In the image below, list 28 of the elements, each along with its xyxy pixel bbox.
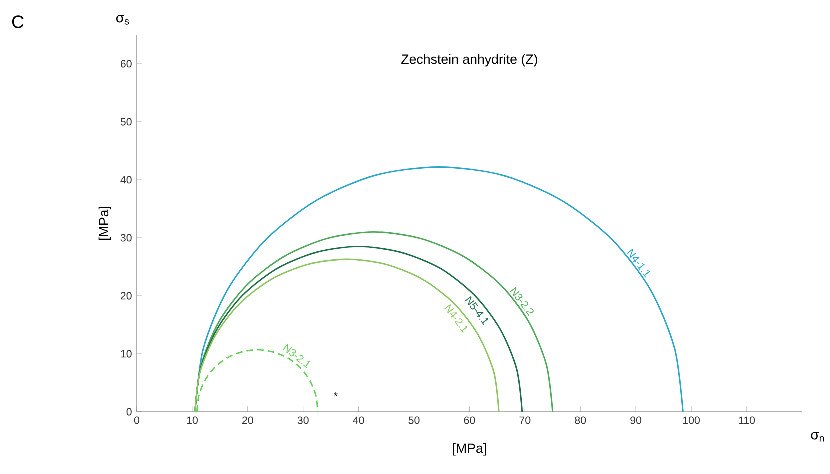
annotation: * xyxy=(334,392,338,396)
x-tick-label: 0 xyxy=(134,416,140,424)
x-axis-title: [MPa] xyxy=(453,443,486,456)
line-series xyxy=(194,166,684,413)
text: Zechstein anhydrite (Z) xyxy=(402,54,538,67)
y-tick-label: 50 xyxy=(120,118,132,126)
line-series xyxy=(194,231,554,413)
text: σ$_{s}$ xyxy=(116,15,130,25)
x-tick-label: 90 xyxy=(630,416,642,424)
x-tick-label: 110 xyxy=(739,416,756,424)
x-tick-label: 100 xyxy=(683,416,700,424)
x-tick-label: 30 xyxy=(298,416,309,424)
x-tick-label: 70 xyxy=(520,416,531,424)
text: C xyxy=(12,16,24,28)
x-tick-label: 80 xyxy=(575,416,586,424)
y-tick-label: 40 xyxy=(120,176,132,184)
y-tick-label: 0 xyxy=(126,408,132,416)
y-tick-label: 30 xyxy=(120,234,132,242)
text: σ$_{n}$ xyxy=(811,432,824,442)
y-axis-title: [MPa] xyxy=(98,207,112,240)
y-tick-label: 20 xyxy=(120,292,132,300)
y-tick-label: 60 xyxy=(120,60,132,68)
x-tick-label: 20 xyxy=(242,416,254,424)
x-tick-label: 40 xyxy=(353,416,364,424)
x-tick-label: 10 xyxy=(187,416,198,424)
y-tick-label: 10 xyxy=(121,350,132,358)
x-tick-label: 60 xyxy=(464,416,476,424)
x-tick-label: 50 xyxy=(408,416,420,424)
